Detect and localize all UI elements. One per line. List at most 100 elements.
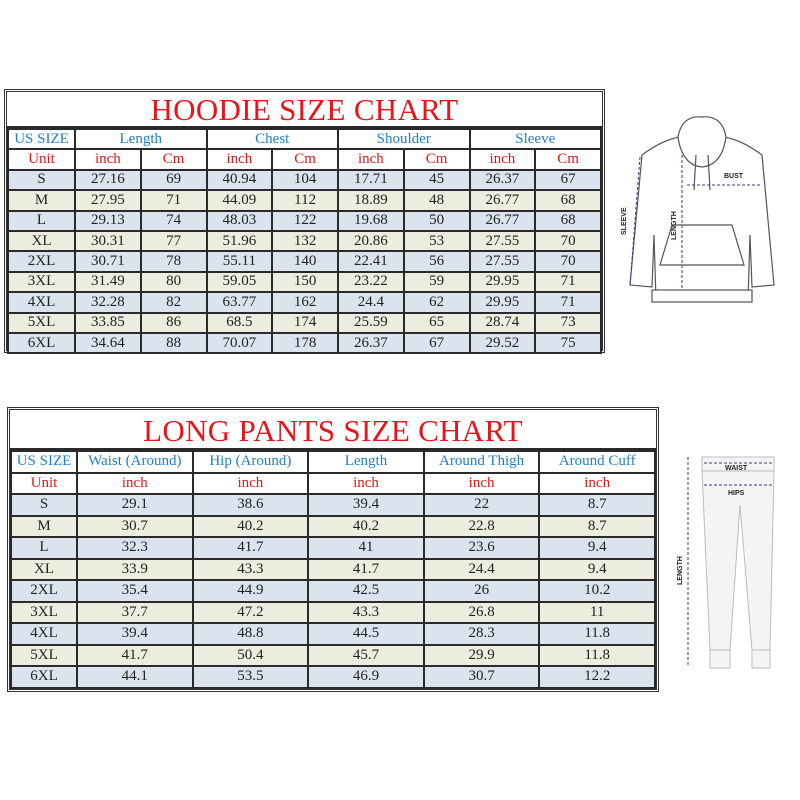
value-cell: 56	[402, 250, 471, 273]
value-cell: 41	[307, 536, 425, 560]
value-cell: 74	[139, 209, 208, 232]
value-cell: 71	[534, 270, 602, 294]
value-cell: 48.8	[191, 622, 310, 646]
unit-cell: Cm	[402, 148, 471, 171]
table-row: 3XL 31.49 80 59.05 150 23.22 59 29.95 71	[7, 270, 602, 294]
measure-header: Hip (Around)	[191, 450, 310, 474]
measure-header: Sleeve	[468, 127, 602, 151]
size-cell: 3XL	[10, 600, 78, 624]
value-cell: 41.7	[76, 643, 194, 667]
size-header: US SIZE	[7, 127, 76, 151]
hoodie-chart-title: HOODIE SIZE CHART	[7, 92, 602, 128]
size-cell: 5XL	[7, 311, 76, 334]
pants-size-table: US SIZE Waist (Around) Hip (Around) Length…	[10, 450, 656, 689]
value-cell: 26.77	[468, 189, 537, 212]
value-cell: 39.4	[76, 622, 194, 646]
value-cell: 26	[422, 579, 541, 603]
value-cell: 45	[402, 168, 471, 192]
value-cell: 68	[534, 209, 602, 232]
value-cell: 53	[402, 229, 471, 253]
hoodie-size-table: US SIZE Length Chest Shoulder Sleeve Uni…	[7, 127, 602, 355]
table-row: 6XL 34.64 88 70.07 178 26.37 67 29.52 75	[7, 331, 602, 355]
value-cell: 26.8	[422, 600, 541, 624]
value-cell: 29.95	[468, 270, 537, 294]
measure-header: Around Cuff	[538, 450, 656, 474]
value-cell: 24.4	[422, 557, 541, 581]
table-row: 5XL 33.85 86 68.5 174 25.59 65 28.74 73	[7, 311, 602, 334]
size-cell: 3XL	[7, 270, 76, 294]
value-cell: 77	[139, 229, 208, 253]
value-cell: 22.41	[337, 250, 405, 273]
value-cell: 69	[139, 168, 208, 192]
value-cell: 53.5	[191, 665, 310, 689]
value-cell: 27.55	[468, 250, 537, 273]
waist-label: WAIST	[725, 465, 748, 472]
value-cell: 59	[402, 270, 471, 294]
value-cell: 44.1	[76, 665, 194, 689]
value-cell: 22.8	[422, 514, 541, 538]
value-cell: 10.2	[538, 579, 656, 603]
unit-cell: inch	[538, 471, 656, 495]
pants-diagram: WAIST HIPS LENGTH	[677, 456, 775, 669]
size-cell: S	[10, 493, 78, 517]
value-cell: 40.2	[307, 514, 425, 538]
length-label: LENGTH	[671, 211, 678, 240]
value-cell: 20.86	[337, 229, 405, 253]
value-cell: 75	[534, 331, 602, 355]
value-cell: 88	[139, 331, 208, 355]
value-cell: 30.7	[76, 514, 194, 538]
value-cell: 40.2	[191, 514, 310, 538]
value-cell: 78	[139, 250, 208, 273]
value-cell: 22	[422, 493, 541, 517]
value-cell: 11	[538, 600, 656, 624]
pants-size-chart: LONG PANTS SIZE CHART US SIZE Waist (Aro…	[7, 407, 659, 692]
size-cell: XL	[10, 557, 78, 581]
value-cell: 46.9	[307, 665, 425, 689]
value-cell: 122	[271, 209, 339, 232]
table-row: L 29.13 74 48.03 122 19.68 50 26.77 68	[7, 209, 602, 232]
value-cell: 104	[271, 168, 339, 192]
pants-header-row: US SIZE Waist (Around) Hip (Around) Length…	[10, 450, 656, 474]
value-cell: 8.7	[538, 493, 656, 517]
bust-label: BUST	[724, 173, 744, 180]
value-cell: 28.3	[422, 622, 541, 646]
value-cell: 48	[402, 189, 471, 212]
size-cell: 2XL	[10, 579, 78, 603]
value-cell: 30.7	[422, 665, 541, 689]
size-cell: 5XL	[10, 643, 78, 667]
value-cell: 48.03	[205, 209, 274, 232]
unit-cell: inch	[76, 471, 194, 495]
value-cell: 162	[271, 291, 339, 314]
value-cell: 178	[271, 331, 339, 355]
value-cell: 65	[402, 311, 471, 334]
size-cell: L	[7, 209, 76, 232]
table-row: 2XL 30.71 78 55.11 140 22.41 56 27.55 70	[7, 250, 602, 273]
value-cell: 23.22	[337, 270, 405, 294]
unit-label: Unit	[10, 471, 78, 495]
hoodie-diagram: BUST LENGTH SLEEVE	[621, 116, 775, 303]
unit-cell: Cm	[534, 148, 602, 171]
value-cell: 30.31	[74, 229, 142, 253]
value-cell: 70.07	[205, 331, 274, 355]
size-cell: M	[10, 514, 78, 538]
table-row: XL 30.31 77 51.96 132 20.86 53 27.55 70	[7, 229, 602, 253]
value-cell: 40.94	[205, 168, 274, 192]
value-cell: 70	[534, 229, 602, 253]
unit-cell: Cm	[271, 148, 339, 171]
value-cell: 55.11	[205, 250, 274, 273]
table-row: L 32.3 41.7 41 23.6 9.4	[10, 536, 656, 560]
size-cell: S	[7, 168, 76, 192]
size-cell: 6XL	[7, 331, 76, 355]
hoodie-size-chart: HOODIE SIZE CHART US SIZE Length Chest S…	[4, 89, 605, 355]
value-cell: 39.4	[307, 493, 425, 517]
size-cell: L	[10, 536, 78, 560]
table-row: M 30.7 40.2 40.2 22.8 8.7	[10, 514, 656, 538]
measure-header: Length	[74, 127, 208, 151]
table-row: XL 33.9 43.3 41.7 24.4 9.4	[10, 557, 656, 581]
value-cell: 25.59	[337, 311, 405, 334]
value-cell: 44.5	[307, 622, 425, 646]
value-cell: 27.55	[468, 229, 537, 253]
value-cell: 59.05	[205, 270, 274, 294]
table-row: 6XL 44.1 53.5 46.9 30.7 12.2	[10, 665, 656, 689]
value-cell: 73	[534, 311, 602, 334]
